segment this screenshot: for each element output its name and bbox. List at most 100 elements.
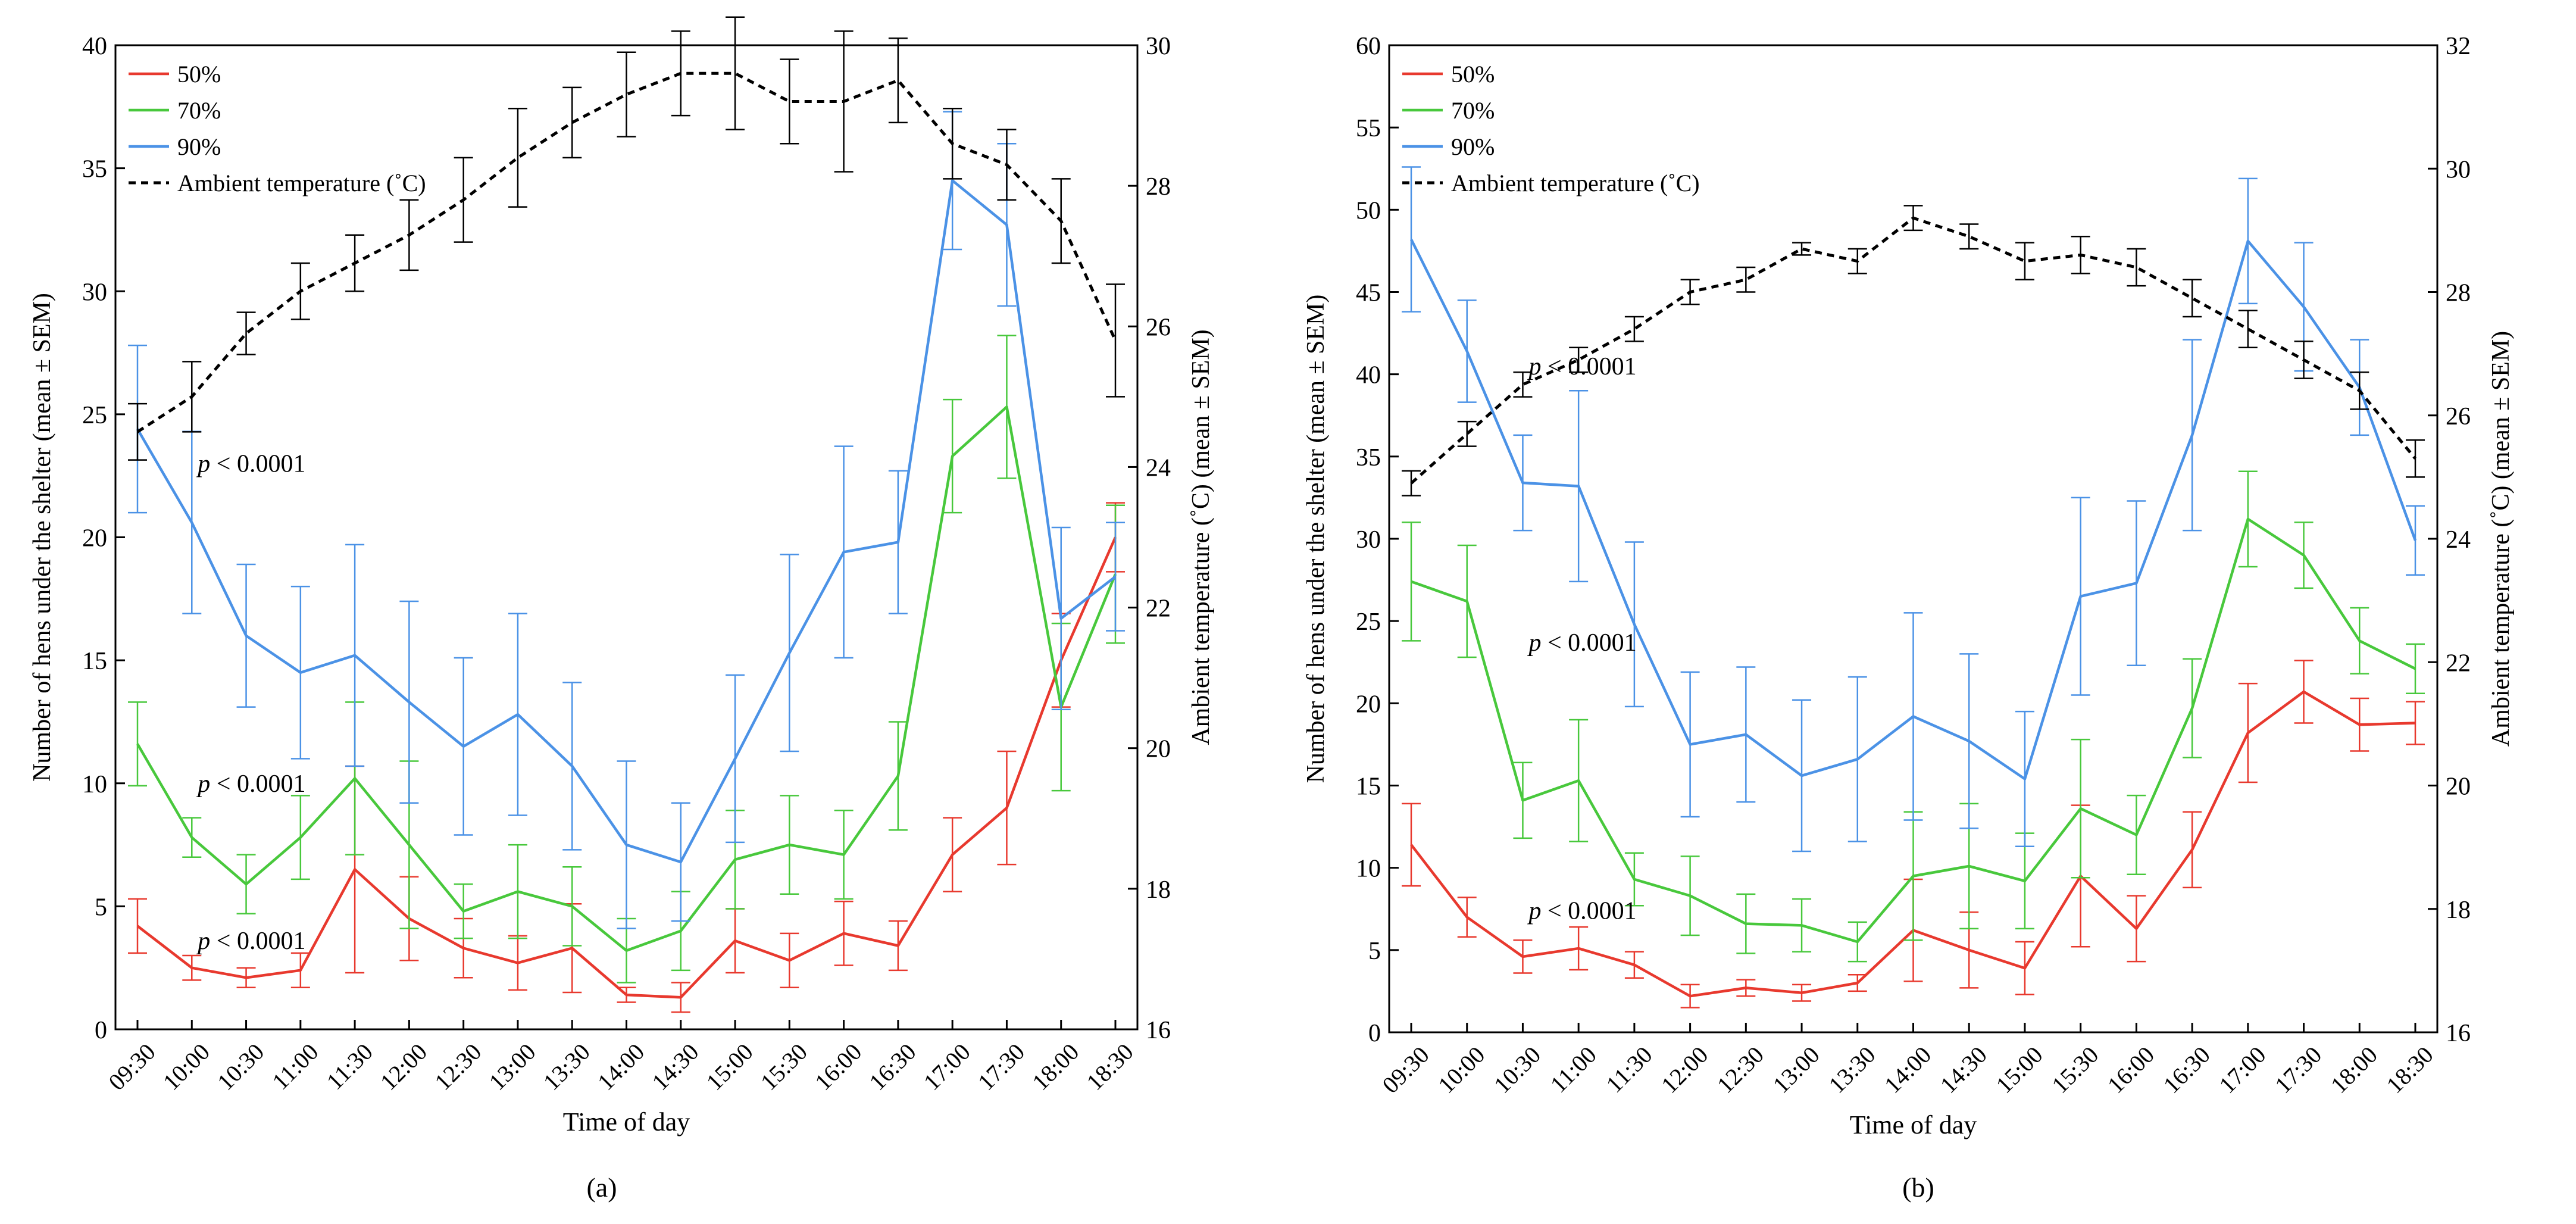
x-tick-label-14:30: 14:30 [1935, 1041, 1992, 1098]
y-tick-label-35: 35 [1356, 444, 1381, 472]
p-symbol: p [196, 928, 210, 955]
legend-label-0: 50% [1451, 61, 1495, 88]
x-tick-label-10:00: 10:00 [1433, 1041, 1490, 1098]
p-symbol: p [1527, 629, 1541, 657]
chart-panel-b: 0 5 10 15 20 25 30 35 40 45 50 55 60 16 18 20 22 24 26 28 30… [1302, 33, 2515, 1203]
x-tick-label-10:30: 10:30 [1489, 1041, 1546, 1098]
legend-label-0: 50% [177, 61, 221, 88]
x-tick-label-16:00: 16:00 [2102, 1041, 2159, 1098]
x-tick-label-15:30: 15:30 [755, 1038, 812, 1095]
y-tick-label-60: 60 [1356, 33, 1381, 60]
y-axis-title: Number of hens under the shelter (mean ±… [1302, 295, 1330, 783]
y-tick-label-10: 10 [82, 771, 107, 798]
x-tick-label-14:30: 14:30 [646, 1038, 704, 1095]
x-tick-label-16:30: 16:30 [2158, 1041, 2215, 1098]
x-tick-label-11:00: 11:00 [267, 1038, 323, 1095]
x-tick-label-11:00: 11:00 [1545, 1041, 1602, 1098]
p-value-annotation-1: p < 0.0001 [1527, 629, 1636, 657]
y2-tick-label-20: 20 [1146, 736, 1171, 763]
y-tick-label-30: 30 [82, 279, 107, 306]
x-tick-label-11:30: 11:30 [321, 1038, 378, 1095]
legend-label-2: 90% [177, 133, 221, 160]
y-tick-label-5: 5 [1368, 938, 1381, 965]
y-tick-label-20: 20 [82, 525, 107, 552]
x-tick-label-18:30: 18:30 [1081, 1038, 1138, 1095]
y-tick-label-10: 10 [1356, 855, 1381, 883]
y2-tick-label-24: 24 [1146, 454, 1171, 482]
x-tick-label-14:00: 14:00 [592, 1038, 649, 1095]
p-value-annotation-2: p < 0.0001 [1527, 898, 1636, 925]
y-tick-label-0: 0 [1368, 1020, 1381, 1047]
x-tick-label-12:30: 12:30 [1712, 1041, 1769, 1098]
p-value-text: < 0.0001 [210, 770, 305, 798]
x-tick-label-17:00: 17:00 [918, 1038, 976, 1095]
x-axis-title: Time of day [563, 1107, 690, 1136]
y-tick-label-15: 15 [82, 648, 107, 675]
y-tick-label-50: 50 [1356, 197, 1381, 224]
y2-tick-label-22: 22 [2446, 650, 2471, 677]
x-tick-label-12:00: 12:00 [1656, 1041, 1713, 1098]
p-value-annotation-1: p < 0.0001 [196, 770, 305, 798]
y2-tick-label-30: 30 [1146, 33, 1171, 60]
p-symbol: p [1527, 898, 1541, 925]
x-tick-label-09:30: 09:30 [103, 1038, 160, 1095]
y-tick-label-0: 0 [95, 1017, 107, 1044]
legend-label-3: Ambient temperature (˚C) [177, 170, 426, 196]
y2-tick-label-28: 28 [2446, 280, 2471, 307]
y-tick-label-15: 15 [1356, 773, 1381, 801]
y2-tick-label-16: 16 [1146, 1017, 1171, 1044]
x-tick-label-16:30: 16:30 [864, 1038, 921, 1095]
y-tick-label-40: 40 [82, 33, 107, 60]
panel-caption: (a) [586, 1172, 617, 1203]
y-tick-label-45: 45 [1356, 280, 1381, 307]
x-tick-label-16:00: 16:00 [809, 1038, 867, 1095]
x-tick-label-15:30: 15:30 [2046, 1041, 2103, 1098]
y-tick-label-25: 25 [1356, 608, 1381, 636]
p-value-text: < 0.0001 [210, 451, 305, 478]
x-tick-label-18:30: 18:30 [2381, 1041, 2438, 1098]
y2-tick-label-20: 20 [2446, 773, 2471, 801]
chart-panel-a: 0510152025303540161820222426283009:3010:… [29, 16, 1215, 1203]
x-tick-label-17:30: 17:30 [973, 1038, 1030, 1095]
x-tick-label-10:00: 10:00 [158, 1038, 215, 1095]
legend-label-1: 70% [177, 97, 221, 124]
p-value-text: < 0.0001 [1541, 898, 1636, 925]
x-tick-label-13:30: 13:30 [1823, 1041, 1880, 1098]
y2-tick-label-18: 18 [1146, 876, 1171, 904]
y2-tick-label-28: 28 [1146, 173, 1171, 201]
panel-caption: (b) [1902, 1172, 1934, 1203]
y2-tick-label-32: 32 [2446, 33, 2471, 60]
y-tick-label-20: 20 [1356, 691, 1381, 718]
series-line-ambient-temperature-c- [1410, 216, 2416, 485]
p-symbol: p [1527, 353, 1541, 380]
p-value-annotation-0: p < 0.0001 [1527, 353, 1636, 380]
y-tick-label-30: 30 [1356, 526, 1381, 554]
y2-tick-label-24: 24 [2446, 526, 2471, 554]
legend-label-3: Ambient temperature (˚C) [1451, 170, 1700, 196]
x-tick-label-13:00: 13:00 [1768, 1041, 1825, 1098]
y2-tick-label-22: 22 [1146, 595, 1171, 623]
x-tick-label-18:00: 18:00 [2325, 1041, 2383, 1098]
y2-tick-label-26: 26 [1146, 314, 1171, 341]
x-tick-label-18:00: 18:00 [1027, 1038, 1084, 1095]
y-axis-title: Number of hens under the shelter (mean ±… [29, 293, 56, 782]
x-tick-label-13:30: 13:30 [538, 1038, 595, 1095]
p-value-text: < 0.0001 [1541, 629, 1636, 657]
x-tick-label-12:30: 12:30 [429, 1038, 486, 1095]
p-symbol: p [196, 770, 210, 798]
p-value-text: < 0.0001 [210, 928, 305, 955]
x-tick-label-12:00: 12:00 [375, 1038, 432, 1095]
y-tick-label-5: 5 [95, 894, 107, 921]
y2-tick-label-18: 18 [2446, 897, 2471, 924]
x-tick-label-09:30: 09:30 [1377, 1041, 1434, 1098]
y-tick-label-35: 35 [82, 156, 107, 183]
y-tick-label-55: 55 [1356, 115, 1381, 142]
p-value-text: < 0.0001 [1541, 353, 1636, 380]
y2-axis-title: Ambient temperature (˚C) (mean ± SEM) [2487, 331, 2515, 747]
legend-label-2: 90% [1451, 133, 1495, 160]
x-tick-label-15:00: 15:00 [701, 1038, 758, 1095]
x-tick-label-17:00: 17:00 [2214, 1041, 2271, 1098]
x-tick-label-11:30: 11:30 [1600, 1041, 1657, 1098]
x-axis-title: Time of day [1850, 1110, 1977, 1139]
